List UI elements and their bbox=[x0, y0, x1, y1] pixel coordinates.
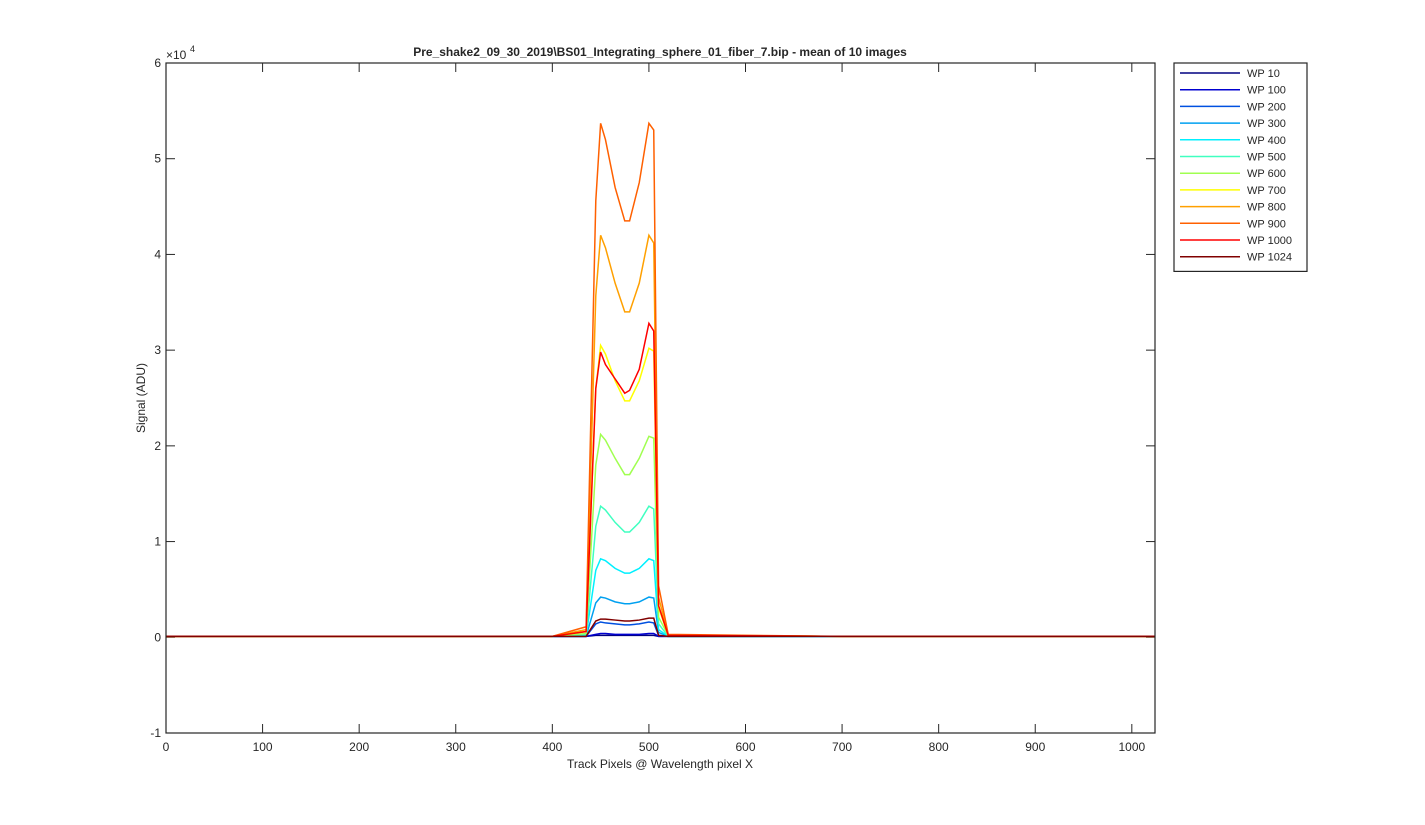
y-axis-label: Signal (ADU) bbox=[134, 363, 148, 433]
legend-label: WP 800 bbox=[1247, 202, 1286, 214]
y-tick-label: -1 bbox=[150, 726, 161, 740]
y-tick-label: 4 bbox=[154, 247, 161, 261]
y-exponent-power: 4 bbox=[190, 44, 195, 54]
legend-label: WP 400 bbox=[1247, 135, 1286, 147]
data-line bbox=[166, 121, 1155, 638]
x-tick-label: 900 bbox=[1025, 740, 1045, 754]
y-tick-label: 3 bbox=[154, 343, 161, 357]
y-tick-label: 6 bbox=[154, 56, 161, 70]
x-tick-label: 600 bbox=[735, 740, 755, 754]
legend-label: WP 200 bbox=[1247, 101, 1286, 113]
x-tick-label: 100 bbox=[253, 740, 273, 754]
x-tick-label: 1000 bbox=[1118, 740, 1145, 754]
data-line bbox=[166, 321, 1155, 638]
plot-frame bbox=[165, 62, 1156, 734]
legend-label: WP 1024 bbox=[1247, 252, 1292, 264]
data-line bbox=[166, 432, 1155, 638]
x-tick-label: 400 bbox=[542, 740, 562, 754]
legend-label: WP 1000 bbox=[1247, 235, 1292, 247]
x-tick-label: 0 bbox=[163, 740, 170, 754]
legend-label: WP 600 bbox=[1247, 168, 1286, 180]
legend-label: WP 500 bbox=[1247, 152, 1286, 164]
y-exponent-base: ×10 bbox=[166, 48, 187, 62]
x-tick-label: 700 bbox=[832, 740, 852, 754]
legend-label: WP 10 bbox=[1247, 68, 1280, 80]
x-tick-label: 300 bbox=[446, 740, 466, 754]
x-axis-label: Track Pixels @ Wavelength pixel X bbox=[567, 757, 753, 771]
legend-label: WP 900 bbox=[1247, 218, 1286, 230]
chart-title: Pre_shake2_09_30_2019\BS01_Integrating_s… bbox=[413, 45, 907, 59]
x-tick-label: 500 bbox=[639, 740, 659, 754]
data-line bbox=[166, 617, 1155, 638]
y-tick-label: 0 bbox=[154, 630, 161, 644]
legend-label: WP 700 bbox=[1247, 185, 1286, 197]
legend-box bbox=[1173, 62, 1308, 272]
data-line bbox=[166, 233, 1155, 638]
x-tick-label: 200 bbox=[349, 740, 369, 754]
y-tick-label: 1 bbox=[154, 535, 161, 549]
x-tick-label: 800 bbox=[929, 740, 949, 754]
legend-label: WP 100 bbox=[1247, 85, 1286, 97]
legend-label: WP 300 bbox=[1247, 118, 1286, 130]
y-tick-label: 2 bbox=[154, 439, 161, 453]
y-tick-label: 5 bbox=[154, 152, 161, 166]
